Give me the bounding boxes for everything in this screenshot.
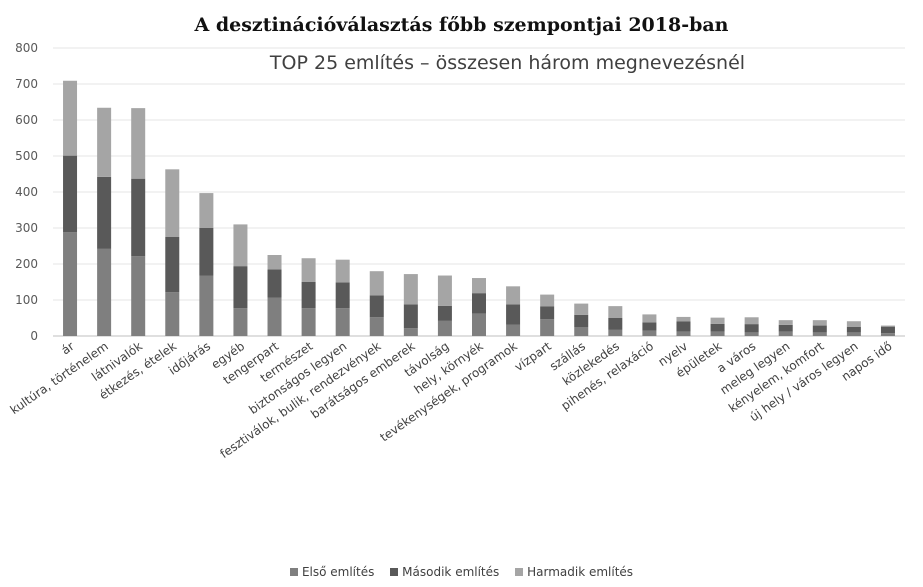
bar-segment: [574, 303, 589, 315]
legend-item-third: Harmadik említés: [515, 565, 633, 579]
bar-segment: [506, 304, 521, 325]
bar-segment: [131, 108, 146, 179]
bar-segment: [608, 329, 623, 336]
bar-segment: [199, 193, 214, 228]
bar-segment: [710, 317, 725, 324]
bar-segment: [506, 286, 521, 305]
bar-segment: [165, 292, 180, 336]
legend-item-second: Második említés: [390, 565, 499, 579]
bar-segment: [97, 107, 112, 177]
bar-segment: [846, 321, 861, 327]
bar-segment: [642, 314, 657, 323]
legend-label-second: Második említés: [402, 565, 500, 579]
bar-segment: [778, 320, 793, 325]
chart-title: A desztinációválasztás főbb szempontjai …: [194, 14, 729, 36]
y-tick-label: 100: [15, 293, 38, 307]
bar-segment: [131, 178, 146, 257]
bar-segment: [744, 317, 759, 325]
bar-segment: [233, 308, 248, 336]
bar-segment: [846, 327, 861, 333]
bar-segment: [880, 326, 895, 334]
bar-segment: [369, 271, 384, 296]
bar-segment: [335, 282, 350, 309]
y-tick-label: 0: [30, 329, 38, 343]
bar-segment: [369, 295, 384, 318]
bar-segment: [642, 322, 657, 331]
bar-segment: [165, 237, 180, 293]
y-tick-label: 700: [15, 77, 38, 91]
bar-segment: [403, 274, 418, 305]
y-tick-label: 200: [15, 257, 38, 271]
y-tick-label: 300: [15, 221, 38, 235]
legend-label-first: Első említés: [301, 565, 375, 579]
bar-segment: [199, 228, 214, 276]
bar-segment: [63, 232, 78, 336]
bar-segment: [778, 324, 793, 332]
bar-segment: [437, 275, 452, 306]
bar-segment: [301, 258, 316, 282]
bar-segment: [301, 308, 316, 336]
bar-segment: [880, 325, 895, 327]
bar-segment: [676, 316, 691, 322]
bar-segment: [335, 259, 350, 283]
bar-segment: [506, 324, 521, 336]
bar-segment: [301, 282, 316, 309]
bar-segment: [676, 331, 691, 336]
bar-segment: [642, 330, 657, 336]
bar-segment: [540, 294, 555, 307]
bar-segment: [267, 255, 282, 270]
bar-segment: [97, 176, 112, 249]
bar-segment: [710, 331, 725, 336]
bar-segment: [369, 317, 384, 336]
bar-segment: [676, 321, 691, 332]
legend-label-third: Harmadik említés: [527, 565, 634, 579]
bar-segment: [710, 323, 725, 332]
bar-segment: [778, 331, 793, 336]
bar-segment: [437, 320, 452, 336]
bar-segment: [574, 314, 589, 327]
x-tick-label: vízpart: [512, 339, 554, 374]
bar-segment: [846, 332, 861, 336]
y-tick-label: 500: [15, 149, 38, 163]
bar-segment: [403, 304, 418, 329]
bar-segment: [199, 275, 214, 336]
bar-segment: [165, 169, 180, 237]
y-tick-label: 400: [15, 185, 38, 199]
bar-segment: [880, 333, 895, 336]
legend-swatch-third: [515, 568, 524, 576]
bar-segment: [131, 256, 146, 336]
chart-subtitle: TOP 25 említés – összesen három megnevez…: [269, 52, 746, 74]
bar-segment: [472, 278, 486, 294]
bar-segment: [233, 266, 248, 309]
legend-swatch-first: [289, 568, 298, 576]
chart-legend: Első említés Második említés Harmadik em…: [0, 565, 923, 579]
bar-segment: [812, 320, 827, 326]
legend-swatch-second: [390, 568, 399, 576]
legend-item-first: Első említés: [289, 565, 375, 579]
bar-segment: [63, 155, 78, 233]
bar-segment: [437, 305, 452, 321]
bar-segment: [608, 318, 623, 330]
bar-segment: [472, 293, 486, 314]
bar-segment: [540, 306, 555, 320]
x-tick-label: ár: [59, 339, 77, 358]
bar-segment: [608, 306, 623, 318]
bar-segment: [403, 328, 418, 336]
bar-segment: [97, 248, 112, 336]
bar-segment: [267, 297, 282, 336]
bar-segment: [233, 224, 248, 267]
y-tick-label: 800: [15, 41, 38, 55]
bar-segment: [267, 269, 282, 298]
bar-segment: [540, 319, 555, 336]
bar-segment: [574, 327, 589, 336]
y-tick-label: 600: [15, 113, 38, 127]
bar-segment: [744, 332, 759, 336]
bar-segment: [744, 324, 759, 333]
bar-segment: [63, 80, 78, 156]
bar-segment: [472, 313, 486, 336]
bar-segment: [812, 332, 827, 336]
bar-segment: [812, 325, 827, 333]
bar-segment: [335, 308, 350, 336]
